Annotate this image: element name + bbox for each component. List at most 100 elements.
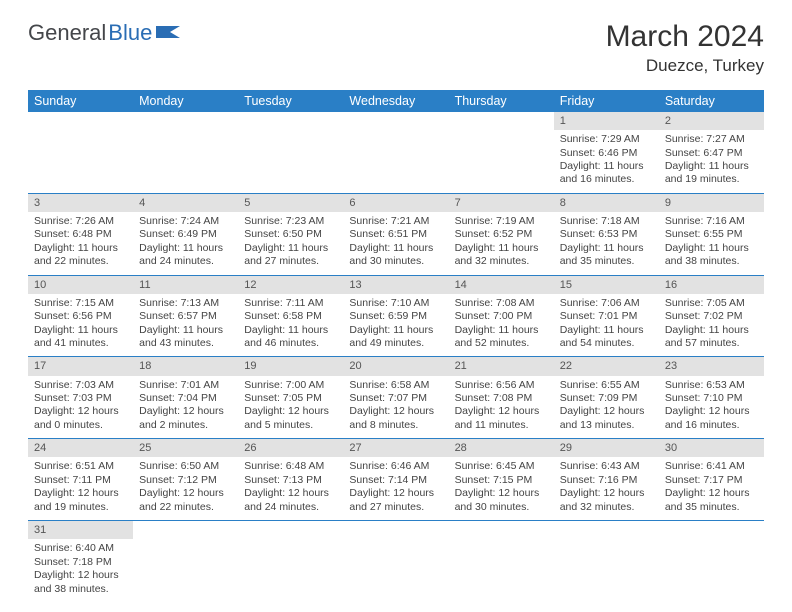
weekday-header: Tuesday	[238, 90, 343, 112]
day-number	[238, 521, 343, 540]
day-cell	[133, 130, 238, 193]
day-number	[449, 521, 554, 540]
day-number: 4	[133, 193, 238, 212]
weekday-header: Monday	[133, 90, 238, 112]
day-cell	[133, 539, 238, 602]
day-cell: Sunrise: 6:55 AMSunset: 7:09 PMDaylight:…	[554, 376, 659, 439]
day-cell: Sunrise: 7:21 AMSunset: 6:51 PMDaylight:…	[343, 212, 448, 275]
day-cell: Sunrise: 6:53 AMSunset: 7:10 PMDaylight:…	[659, 376, 764, 439]
day-cell: Sunrise: 7:15 AMSunset: 6:56 PMDaylight:…	[28, 294, 133, 357]
day-number: 21	[449, 357, 554, 376]
day-number: 3	[28, 193, 133, 212]
logo-text-blue: Blue	[108, 20, 152, 46]
location-label: Duezce, Turkey	[606, 56, 764, 76]
day-cell: Sunrise: 6:41 AMSunset: 7:17 PMDaylight:…	[659, 457, 764, 520]
day-number: 29	[554, 439, 659, 458]
day-cell	[659, 539, 764, 602]
day-cell	[449, 130, 554, 193]
day-number: 24	[28, 439, 133, 458]
day-cell: Sunrise: 6:56 AMSunset: 7:08 PMDaylight:…	[449, 376, 554, 439]
day-number: 14	[449, 275, 554, 294]
day-number: 12	[238, 275, 343, 294]
day-number-row: 12	[28, 112, 764, 130]
day-number: 13	[343, 275, 448, 294]
day-cell: Sunrise: 7:19 AMSunset: 6:52 PMDaylight:…	[449, 212, 554, 275]
day-cell: Sunrise: 6:46 AMSunset: 7:14 PMDaylight:…	[343, 457, 448, 520]
day-cell: Sunrise: 7:16 AMSunset: 6:55 PMDaylight:…	[659, 212, 764, 275]
day-cell: Sunrise: 7:10 AMSunset: 6:59 PMDaylight:…	[343, 294, 448, 357]
day-cell: Sunrise: 7:08 AMSunset: 7:00 PMDaylight:…	[449, 294, 554, 357]
day-cell: Sunrise: 6:40 AMSunset: 7:18 PMDaylight:…	[28, 539, 133, 602]
logo-flag-icon	[156, 20, 182, 46]
day-number: 31	[28, 521, 133, 540]
day-cell: Sunrise: 7:18 AMSunset: 6:53 PMDaylight:…	[554, 212, 659, 275]
day-number-row: 3456789	[28, 193, 764, 212]
day-cell	[238, 539, 343, 602]
day-number	[238, 112, 343, 130]
day-number: 1	[554, 112, 659, 130]
day-number: 5	[238, 193, 343, 212]
weekday-header-row: Sunday Monday Tuesday Wednesday Thursday…	[28, 90, 764, 112]
day-content-row: Sunrise: 6:40 AMSunset: 7:18 PMDaylight:…	[28, 539, 764, 602]
day-cell: Sunrise: 7:00 AMSunset: 7:05 PMDaylight:…	[238, 376, 343, 439]
day-number: 6	[343, 193, 448, 212]
day-cell: Sunrise: 6:45 AMSunset: 7:15 PMDaylight:…	[449, 457, 554, 520]
day-number: 2	[659, 112, 764, 130]
day-number: 22	[554, 357, 659, 376]
day-number	[659, 521, 764, 540]
header: GeneralBlue March 2024 Duezce, Turkey	[28, 20, 764, 76]
day-number: 11	[133, 275, 238, 294]
day-number: 18	[133, 357, 238, 376]
day-cell: Sunrise: 6:51 AMSunset: 7:11 PMDaylight:…	[28, 457, 133, 520]
day-cell	[28, 130, 133, 193]
day-content-row: Sunrise: 6:51 AMSunset: 7:11 PMDaylight:…	[28, 457, 764, 520]
day-cell: Sunrise: 6:43 AMSunset: 7:16 PMDaylight:…	[554, 457, 659, 520]
day-number: 10	[28, 275, 133, 294]
day-number-row: 31	[28, 521, 764, 540]
logo-text-general: General	[28, 20, 106, 46]
day-cell: Sunrise: 7:03 AMSunset: 7:03 PMDaylight:…	[28, 376, 133, 439]
day-cell	[238, 130, 343, 193]
day-number: 23	[659, 357, 764, 376]
day-number: 19	[238, 357, 343, 376]
page-title: March 2024	[606, 20, 764, 54]
day-number: 8	[554, 193, 659, 212]
day-number-row: 10111213141516	[28, 275, 764, 294]
day-content-row: Sunrise: 7:03 AMSunset: 7:03 PMDaylight:…	[28, 376, 764, 439]
day-cell: Sunrise: 7:27 AMSunset: 6:47 PMDaylight:…	[659, 130, 764, 193]
day-cell: Sunrise: 7:13 AMSunset: 6:57 PMDaylight:…	[133, 294, 238, 357]
day-content-row: Sunrise: 7:26 AMSunset: 6:48 PMDaylight:…	[28, 212, 764, 275]
day-number: 20	[343, 357, 448, 376]
day-cell: Sunrise: 7:24 AMSunset: 6:49 PMDaylight:…	[133, 212, 238, 275]
day-number: 15	[554, 275, 659, 294]
day-cell: Sunrise: 7:23 AMSunset: 6:50 PMDaylight:…	[238, 212, 343, 275]
day-cell: Sunrise: 7:01 AMSunset: 7:04 PMDaylight:…	[133, 376, 238, 439]
calendar-table: Sunday Monday Tuesday Wednesday Thursday…	[28, 90, 764, 602]
weekday-header: Thursday	[449, 90, 554, 112]
day-cell: Sunrise: 7:29 AMSunset: 6:46 PMDaylight:…	[554, 130, 659, 193]
day-number	[343, 112, 448, 130]
day-number	[343, 521, 448, 540]
day-number	[133, 112, 238, 130]
day-number	[133, 521, 238, 540]
day-number: 9	[659, 193, 764, 212]
day-number: 25	[133, 439, 238, 458]
day-cell: Sunrise: 6:48 AMSunset: 7:13 PMDaylight:…	[238, 457, 343, 520]
day-number-row: 24252627282930	[28, 439, 764, 458]
day-number-row: 17181920212223	[28, 357, 764, 376]
day-cell	[554, 539, 659, 602]
day-cell	[343, 130, 448, 193]
day-cell: Sunrise: 7:05 AMSunset: 7:02 PMDaylight:…	[659, 294, 764, 357]
day-content-row: Sunrise: 7:29 AMSunset: 6:46 PMDaylight:…	[28, 130, 764, 193]
weekday-header: Sunday	[28, 90, 133, 112]
day-cell: Sunrise: 6:50 AMSunset: 7:12 PMDaylight:…	[133, 457, 238, 520]
weekday-header: Wednesday	[343, 90, 448, 112]
day-number: 28	[449, 439, 554, 458]
weekday-header: Friday	[554, 90, 659, 112]
day-cell: Sunrise: 7:06 AMSunset: 7:01 PMDaylight:…	[554, 294, 659, 357]
day-cell	[449, 539, 554, 602]
day-number: 27	[343, 439, 448, 458]
day-cell: Sunrise: 6:58 AMSunset: 7:07 PMDaylight:…	[343, 376, 448, 439]
day-number: 17	[28, 357, 133, 376]
day-number	[28, 112, 133, 130]
